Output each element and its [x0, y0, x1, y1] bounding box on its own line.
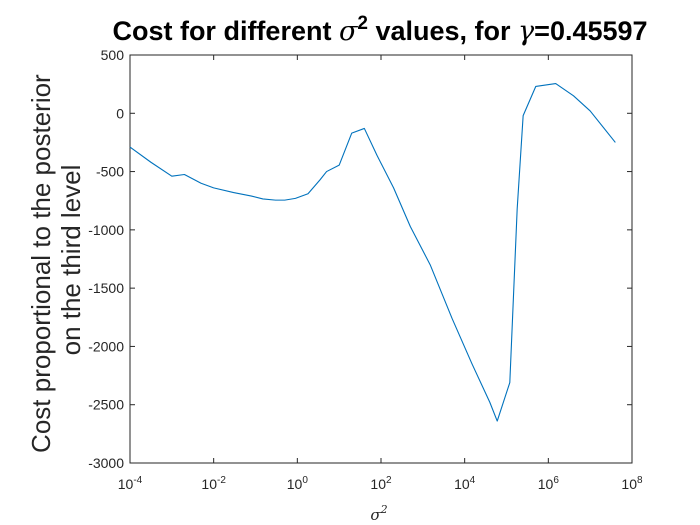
x-tick-label: 104	[454, 475, 476, 492]
x-tick-label-exponent: 4	[470, 475, 476, 486]
y-axis-ticks: 500 0 -500 -1000 -1500 -2000 -2500 -3000	[88, 47, 632, 471]
x-tick-label-base: 10	[370, 476, 386, 492]
y-tick-label: -500	[96, 164, 124, 180]
x-tick-label-base: 10	[538, 476, 554, 492]
axes-box	[129, 54, 633, 464]
x-tick-label-exponent: 8	[637, 475, 643, 486]
x-axis-label-exponent: 2	[380, 503, 388, 516]
x-axis-ticks: 10-4 10-2 100 102 104 106 108	[118, 55, 643, 492]
y-tick-label: -2000	[88, 338, 124, 354]
y-tick-label: -2500	[88, 397, 124, 413]
series-line	[129, 83, 616, 422]
x-tick-label-base: 10	[454, 476, 470, 492]
x-tick-label-exponent: -2	[217, 475, 226, 486]
x-tick-label: 102	[370, 475, 392, 492]
x-tick-label: 106	[538, 475, 560, 492]
x-tick-label: 100	[287, 475, 309, 492]
x-tick-label-base: 10	[201, 476, 217, 492]
title-sigma: σ	[339, 16, 359, 47]
x-tick-label-base: 10	[621, 476, 637, 492]
y-tick-label: -1500	[88, 280, 124, 296]
x-tick-label: 108	[621, 475, 643, 492]
y-tick-label: -3000	[88, 455, 124, 471]
y-tick-label: 500	[101, 47, 125, 63]
x-tick-label-exponent: 2	[386, 475, 392, 486]
x-tick-label: 10-4	[118, 475, 143, 492]
x-tick-label-base: 10	[118, 476, 134, 492]
y-axis-label-line-2: on the third level	[56, 165, 86, 356]
title-gamma-value: =0.45597	[534, 16, 647, 46]
x-axis-label-base: σ	[370, 506, 381, 524]
plot-area: 10-4 10-2 100 102 104 106 108 5000-500-1000-15…	[88, 47, 643, 492]
chart-title: Cost for different σ2 values, for γ=0.45…	[112, 13, 647, 47]
x-tick-label-exponent: -4	[133, 475, 142, 486]
y-tick-label: 0	[116, 105, 124, 121]
x-axis-label: σ2	[370, 503, 387, 524]
title-middle: values, for	[368, 16, 518, 46]
x-tick-label-exponent: 6	[553, 475, 559, 486]
title-prefix: Cost for different	[112, 16, 339, 46]
x-tick-label: 10-2	[201, 475, 226, 492]
y-axis-label-line-1: Cost proportional to the posterior	[26, 74, 56, 453]
x-tick-label-exponent: 0	[302, 475, 308, 486]
title-gamma: γ	[518, 16, 535, 47]
y-tick-label: -1000	[88, 222, 124, 238]
x-tick-label-base: 10	[287, 476, 303, 492]
y-axis-label: Cost proportional to the posterior on th…	[26, 67, 86, 453]
title-sigma-exponent: 2	[357, 13, 368, 34]
